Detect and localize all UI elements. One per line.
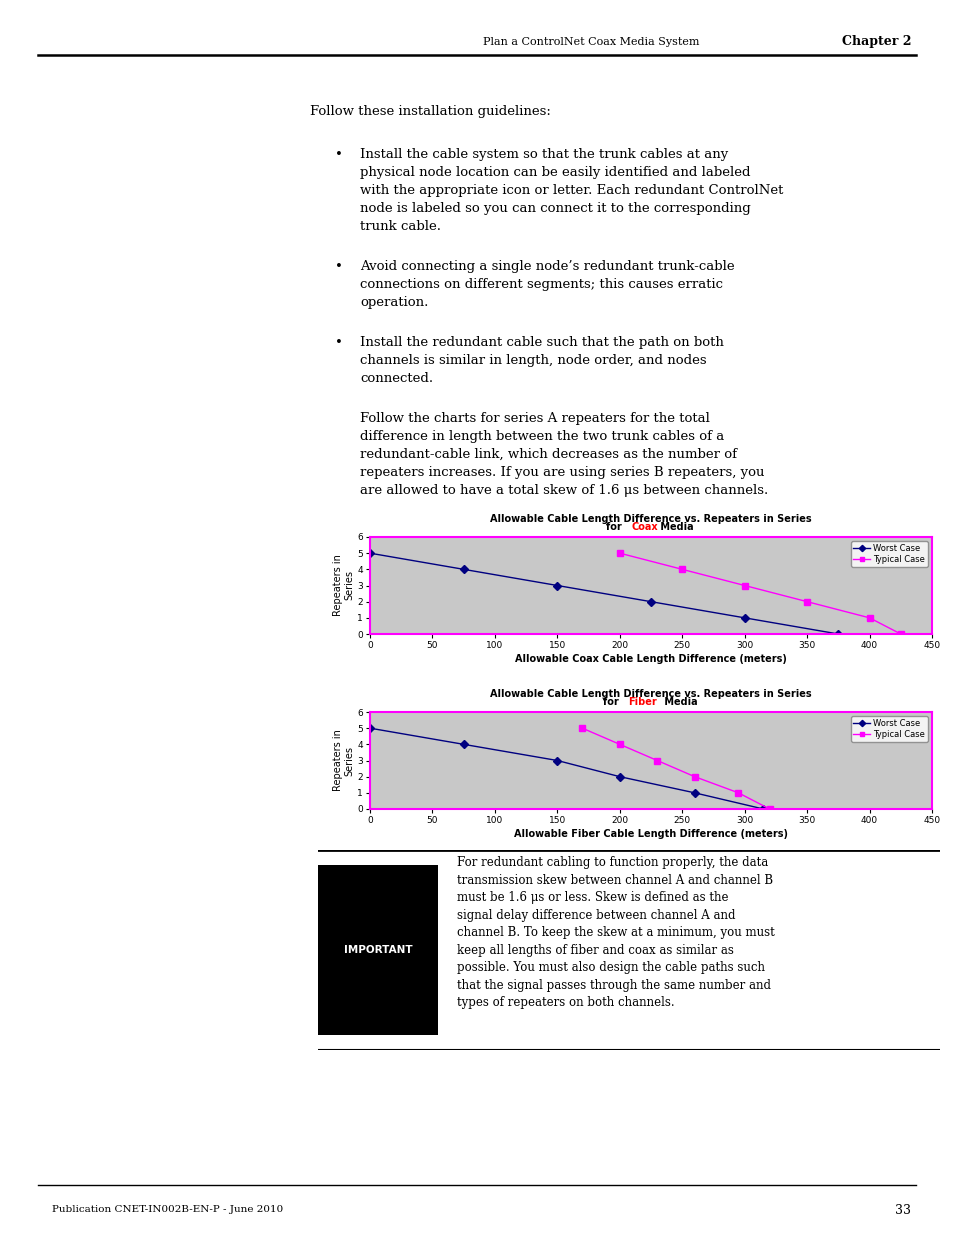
Text: are allowed to have a total skew of 1.6 μs between channels.: are allowed to have a total skew of 1.6 … [359, 484, 767, 496]
Worst Case [551, 578, 562, 593]
Text: Chapter 2: Chapter 2 [841, 36, 910, 48]
Text: with the appropriate icon or letter. Each redundant ControlNet: with the appropriate icon or letter. Eac… [359, 184, 782, 198]
Text: Avoid connecting a single node’s redundant trunk-cable: Avoid connecting a single node’s redunda… [359, 261, 734, 273]
Text: Publication CNET-IN002B-EN-P - June 2010: Publication CNET-IN002B-EN-P - June 2010 [52, 1205, 283, 1214]
Text: Install the redundant cable such that the path on both: Install the redundant cable such that th… [359, 336, 723, 350]
Text: Fiber: Fiber [628, 697, 657, 708]
Worst Case [757, 802, 768, 816]
Typical Case [614, 546, 625, 561]
Typical Case [862, 610, 874, 625]
Worst Case [457, 562, 469, 577]
X-axis label: Allowable Fiber Cable Length Difference (meters): Allowable Fiber Cable Length Difference … [514, 829, 787, 839]
Text: Follow these installation guidelines:: Follow these installation guidelines: [310, 105, 550, 119]
Text: Install the cable system so that the trunk cables at any: Install the cable system so that the tru… [359, 148, 727, 161]
Worst Case [364, 546, 375, 561]
Typical Case [688, 769, 700, 784]
Text: Media: Media [657, 522, 694, 532]
Text: possible. You must also design the cable paths such: possible. You must also design the cable… [456, 961, 764, 974]
Typical Case [763, 802, 775, 816]
Worst Case [739, 610, 750, 625]
Text: connected.: connected. [359, 372, 433, 385]
Text: Plan a ControlNet Coax Media System: Plan a ControlNet Coax Media System [483, 37, 699, 47]
Typical Case [576, 721, 587, 736]
Text: For redundant cabling to function properly, the data: For redundant cabling to function proper… [456, 856, 767, 869]
Worst Case [551, 753, 562, 768]
Legend: Worst Case, Typical Case: Worst Case, Typical Case [850, 716, 927, 742]
Text: that the signal passes through the same number and: that the signal passes through the same … [456, 978, 770, 992]
Text: trunk cable.: trunk cable. [359, 220, 440, 233]
Text: Coax: Coax [631, 522, 658, 532]
Text: connections on different segments; this causes erratic: connections on different segments; this … [359, 278, 722, 291]
Y-axis label: Repeaters in
Series: Repeaters in Series [333, 730, 355, 792]
Line: Worst Case: Worst Case [367, 551, 841, 637]
Bar [317, 864, 437, 1035]
Typical Case [676, 562, 687, 577]
Text: •: • [335, 261, 342, 273]
Text: Allowable Cable Length Difference vs. Repeaters in Series: Allowable Cable Length Difference vs. Re… [490, 689, 811, 699]
Line: Worst Case: Worst Case [367, 725, 765, 811]
Text: operation.: operation. [359, 296, 428, 309]
Text: •: • [335, 148, 342, 161]
Text: for: for [605, 522, 624, 532]
Text: 33: 33 [894, 1203, 910, 1216]
Text: Follow the charts for series A repeaters for the total: Follow the charts for series A repeaters… [359, 412, 709, 425]
Y-axis label: Repeaters in
Series: Repeaters in Series [333, 555, 355, 616]
Text: keep all lengths of fiber and coax as similar as: keep all lengths of fiber and coax as si… [456, 944, 733, 957]
Worst Case [688, 785, 700, 800]
Worst Case [614, 769, 625, 784]
Typical Case [801, 594, 812, 609]
Worst Case [832, 626, 843, 641]
Text: node is labeled so you can connect it to the corresponding: node is labeled so you can connect it to… [359, 203, 750, 215]
Worst Case [457, 737, 469, 752]
Text: IMPORTANT: IMPORTANT [343, 945, 412, 955]
Legend: Worst Case, Typical Case: Worst Case, Typical Case [850, 541, 927, 567]
Text: Media: Media [660, 697, 697, 708]
Line: Typical Case: Typical Case [578, 725, 772, 811]
Text: •: • [335, 336, 342, 350]
Typical Case [739, 578, 750, 593]
Text: repeaters increases. If you are using series B repeaters, you: repeaters increases. If you are using se… [359, 466, 763, 479]
Text: types of repeaters on both channels.: types of repeaters on both channels. [456, 997, 674, 1009]
X-axis label: Allowable Coax Cable Length Difference (meters): Allowable Coax Cable Length Difference (… [515, 655, 786, 664]
Worst Case [364, 721, 375, 736]
Text: must be 1.6 μs or less. Skew is defined as the: must be 1.6 μs or less. Skew is defined … [456, 890, 727, 904]
Text: channels is similar in length, node order, and nodes: channels is similar in length, node orde… [359, 354, 706, 367]
Text: physical node location can be easily identified and labeled: physical node location can be easily ide… [359, 165, 750, 179]
Typical Case [651, 753, 662, 768]
Text: for: for [602, 697, 621, 708]
Text: difference in length between the two trunk cables of a: difference in length between the two tru… [359, 430, 723, 443]
Typical Case [732, 785, 743, 800]
Worst Case [644, 594, 656, 609]
Typical Case [614, 737, 625, 752]
Line: Typical Case: Typical Case [617, 551, 902, 637]
Text: redundant-cable link, which decreases as the number of: redundant-cable link, which decreases as… [359, 448, 737, 461]
Typical Case [894, 626, 905, 641]
Text: Allowable Cable Length Difference vs. Repeaters in Series: Allowable Cable Length Difference vs. Re… [490, 515, 811, 525]
Text: transmission skew between channel A and channel B: transmission skew between channel A and … [456, 873, 772, 887]
Text: channel B. To keep the skew at a minimum, you must: channel B. To keep the skew at a minimum… [456, 926, 774, 939]
Text: signal delay difference between channel A and: signal delay difference between channel … [456, 909, 735, 921]
